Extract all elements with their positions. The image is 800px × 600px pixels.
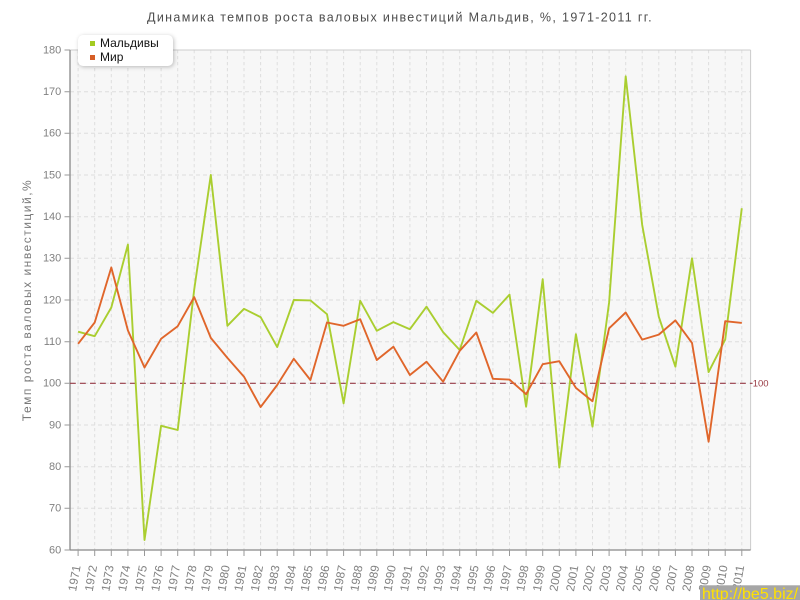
svg-text:2007: 2007 <box>663 564 681 592</box>
svg-text:1998: 1998 <box>513 564 531 593</box>
svg-text:140: 140 <box>43 211 61 223</box>
svg-text:1972: 1972 <box>82 564 100 592</box>
svg-text:1999: 1999 <box>530 564 548 592</box>
svg-text:1974: 1974 <box>115 564 133 593</box>
svg-text:80: 80 <box>49 461 61 473</box>
svg-text:1976: 1976 <box>148 564 166 593</box>
svg-text:150: 150 <box>43 169 61 181</box>
svg-text:1983: 1983 <box>264 564 282 593</box>
svg-text:1990: 1990 <box>381 564 399 593</box>
svg-text:1982: 1982 <box>248 564 266 592</box>
svg-text:2006: 2006 <box>646 564 664 593</box>
svg-text:1993: 1993 <box>430 564 448 593</box>
svg-text:Динамика темпов роста валовых: Динамика темпов роста валовых инвестиций… <box>147 11 653 25</box>
svg-text:180: 180 <box>43 44 61 56</box>
svg-text:1979: 1979 <box>198 564 216 592</box>
svg-text:1987: 1987 <box>331 564 349 592</box>
svg-text:60: 60 <box>49 544 61 556</box>
svg-text:2011: 2011 <box>729 564 747 591</box>
svg-text:1989: 1989 <box>364 564 382 592</box>
svg-text:1971: 1971 <box>65 564 83 592</box>
svg-text:90: 90 <box>49 419 61 431</box>
svg-text:100: 100 <box>43 378 61 390</box>
svg-text:1988: 1988 <box>347 564 365 593</box>
svg-text:100: 100 <box>753 378 769 389</box>
svg-text:2010: 2010 <box>712 564 730 593</box>
svg-text:130: 130 <box>43 253 61 265</box>
svg-text:1975: 1975 <box>132 564 150 593</box>
svg-text:2003: 2003 <box>596 564 614 593</box>
svg-text:170: 170 <box>43 86 61 98</box>
svg-text:1977: 1977 <box>165 564 183 592</box>
svg-text:2001: 2001 <box>563 564 581 592</box>
svg-text:1994: 1994 <box>447 564 465 593</box>
svg-text:110: 110 <box>44 336 62 348</box>
svg-text:1997: 1997 <box>497 564 515 592</box>
svg-text:1986: 1986 <box>314 564 332 593</box>
svg-text:120: 120 <box>43 294 61 306</box>
svg-text:1996: 1996 <box>480 564 498 593</box>
svg-text:160: 160 <box>43 128 61 140</box>
svg-text:1991: 1991 <box>397 564 415 592</box>
svg-text:2000: 2000 <box>546 564 564 593</box>
svg-text:1981: 1981 <box>231 564 249 592</box>
svg-text:1985: 1985 <box>298 564 316 593</box>
svg-text:1978: 1978 <box>181 564 199 593</box>
svg-text:70: 70 <box>49 503 61 515</box>
svg-text:1984: 1984 <box>281 564 299 593</box>
svg-text:2002: 2002 <box>580 564 598 592</box>
svg-text:1995: 1995 <box>463 564 481 593</box>
svg-text:2008: 2008 <box>679 564 697 593</box>
svg-text:1980: 1980 <box>215 564 233 593</box>
svg-text:1992: 1992 <box>414 564 432 592</box>
svg-text:2005: 2005 <box>629 564 647 593</box>
svg-text:http://be5.biz/: http://be5.biz/ <box>702 586 799 600</box>
svg-text:Темп роста валовых инвестиций,: Темп роста валовых инвестиций,% <box>20 179 34 421</box>
svg-text:1973: 1973 <box>98 564 116 593</box>
svg-text:2004: 2004 <box>613 564 631 593</box>
